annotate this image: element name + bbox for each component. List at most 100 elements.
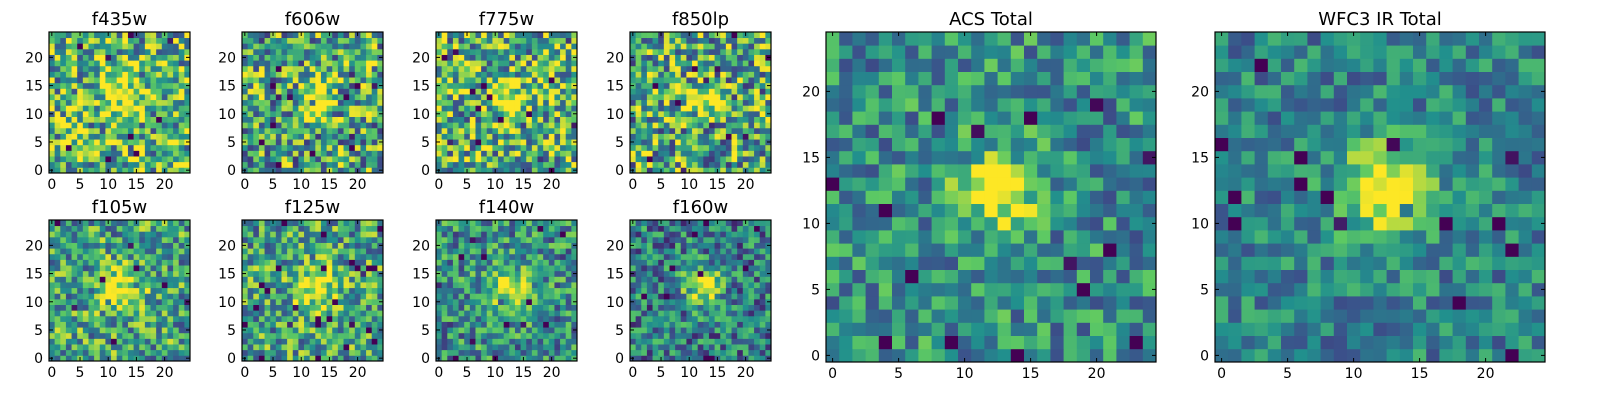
pixel [253, 134, 259, 140]
y-tick-label: 15 [25, 267, 43, 283]
pixel [83, 310, 89, 316]
pixel [366, 288, 372, 294]
pixel [509, 271, 515, 277]
f606w-title: f606w [285, 9, 340, 30]
pixel [543, 322, 549, 328]
pixel [470, 111, 476, 117]
pixel [560, 43, 566, 49]
pixel [173, 220, 179, 226]
pixel [338, 293, 344, 299]
pixel [139, 71, 145, 77]
pixel [498, 254, 504, 260]
pixel [686, 322, 692, 328]
pixel [754, 293, 760, 299]
pixel [298, 117, 304, 123]
pixel [630, 156, 636, 162]
pixel [338, 100, 344, 106]
pixel [156, 117, 162, 123]
pixel [459, 77, 465, 83]
pixel [647, 117, 653, 123]
pixel [515, 350, 521, 356]
pixel [686, 299, 692, 305]
pixel [122, 139, 128, 145]
pixel [515, 77, 521, 83]
pixel [167, 333, 173, 339]
pixel [122, 162, 128, 168]
pixel [304, 231, 310, 237]
pixel [100, 344, 106, 350]
pixel [60, 254, 66, 260]
pixel [151, 162, 157, 168]
pixel [636, 350, 642, 356]
pixel [515, 111, 521, 117]
pixel [538, 88, 544, 94]
pixel [748, 316, 754, 322]
pixel [475, 344, 481, 350]
pixel [128, 156, 134, 162]
pixel [259, 150, 265, 156]
f105w-title: f105w [92, 197, 147, 218]
y-tick-label: 0 [227, 163, 236, 179]
pixel [72, 231, 78, 237]
pixel [658, 94, 664, 100]
pixel [248, 156, 254, 162]
pixel [726, 350, 732, 356]
pixel [355, 139, 361, 145]
pixel [128, 293, 134, 299]
pixel [692, 282, 698, 288]
pixel [298, 122, 304, 128]
pixel [298, 49, 304, 55]
pixel [366, 338, 372, 344]
pixel [315, 282, 321, 288]
pixel [298, 55, 304, 61]
pixel [156, 322, 162, 328]
pixel [111, 243, 117, 249]
pixel [128, 100, 134, 106]
pixel [332, 55, 338, 61]
pixel [100, 122, 106, 128]
pixel [453, 243, 459, 249]
pixel [156, 111, 162, 117]
pixel [681, 276, 687, 282]
pixel [128, 94, 134, 100]
x-tick-label: 10 [99, 365, 117, 381]
pixel [310, 299, 316, 305]
pixel [669, 111, 675, 117]
pixel [372, 220, 378, 226]
pixel [504, 243, 510, 249]
pixel [66, 276, 72, 282]
pixel [94, 226, 100, 232]
pixel [259, 77, 265, 83]
pixel [447, 237, 453, 243]
pixel [636, 322, 642, 328]
pixel [355, 226, 361, 232]
pixel [88, 259, 94, 265]
pixel [681, 117, 687, 123]
pixel [94, 271, 100, 277]
pixel [162, 128, 168, 134]
pixel [151, 100, 157, 106]
pixel [344, 316, 350, 322]
pixel [304, 60, 310, 66]
pixel [66, 32, 72, 38]
pixel [447, 243, 453, 249]
pixel [55, 220, 61, 226]
pixel [743, 333, 749, 339]
pixel [554, 83, 560, 89]
pixel [737, 100, 743, 106]
pixel [647, 333, 653, 339]
f606w-image [242, 32, 383, 173]
pixel [509, 88, 515, 94]
pixel [732, 322, 738, 328]
pixel [566, 71, 572, 77]
pixel [60, 162, 66, 168]
pixel [526, 327, 532, 333]
pixel [641, 322, 647, 328]
pixel [481, 105, 487, 111]
pixel [242, 150, 248, 156]
pixel [265, 128, 271, 134]
pixel [732, 66, 738, 72]
pixel [526, 71, 532, 77]
pixel [464, 150, 470, 156]
pixel [298, 350, 304, 356]
